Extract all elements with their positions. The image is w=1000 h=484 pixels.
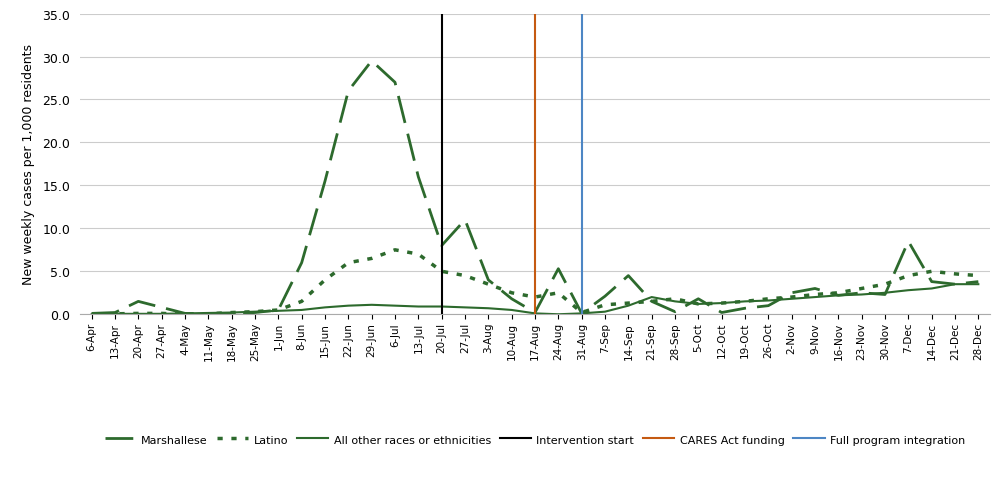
- Legend: Marshallese, Latino, All other races or ethnicities, Intervention start, CARES A: Marshallese, Latino, All other races or …: [105, 434, 965, 445]
- Y-axis label: New weekly cases per 1,000 residents: New weekly cases per 1,000 residents: [22, 45, 35, 285]
